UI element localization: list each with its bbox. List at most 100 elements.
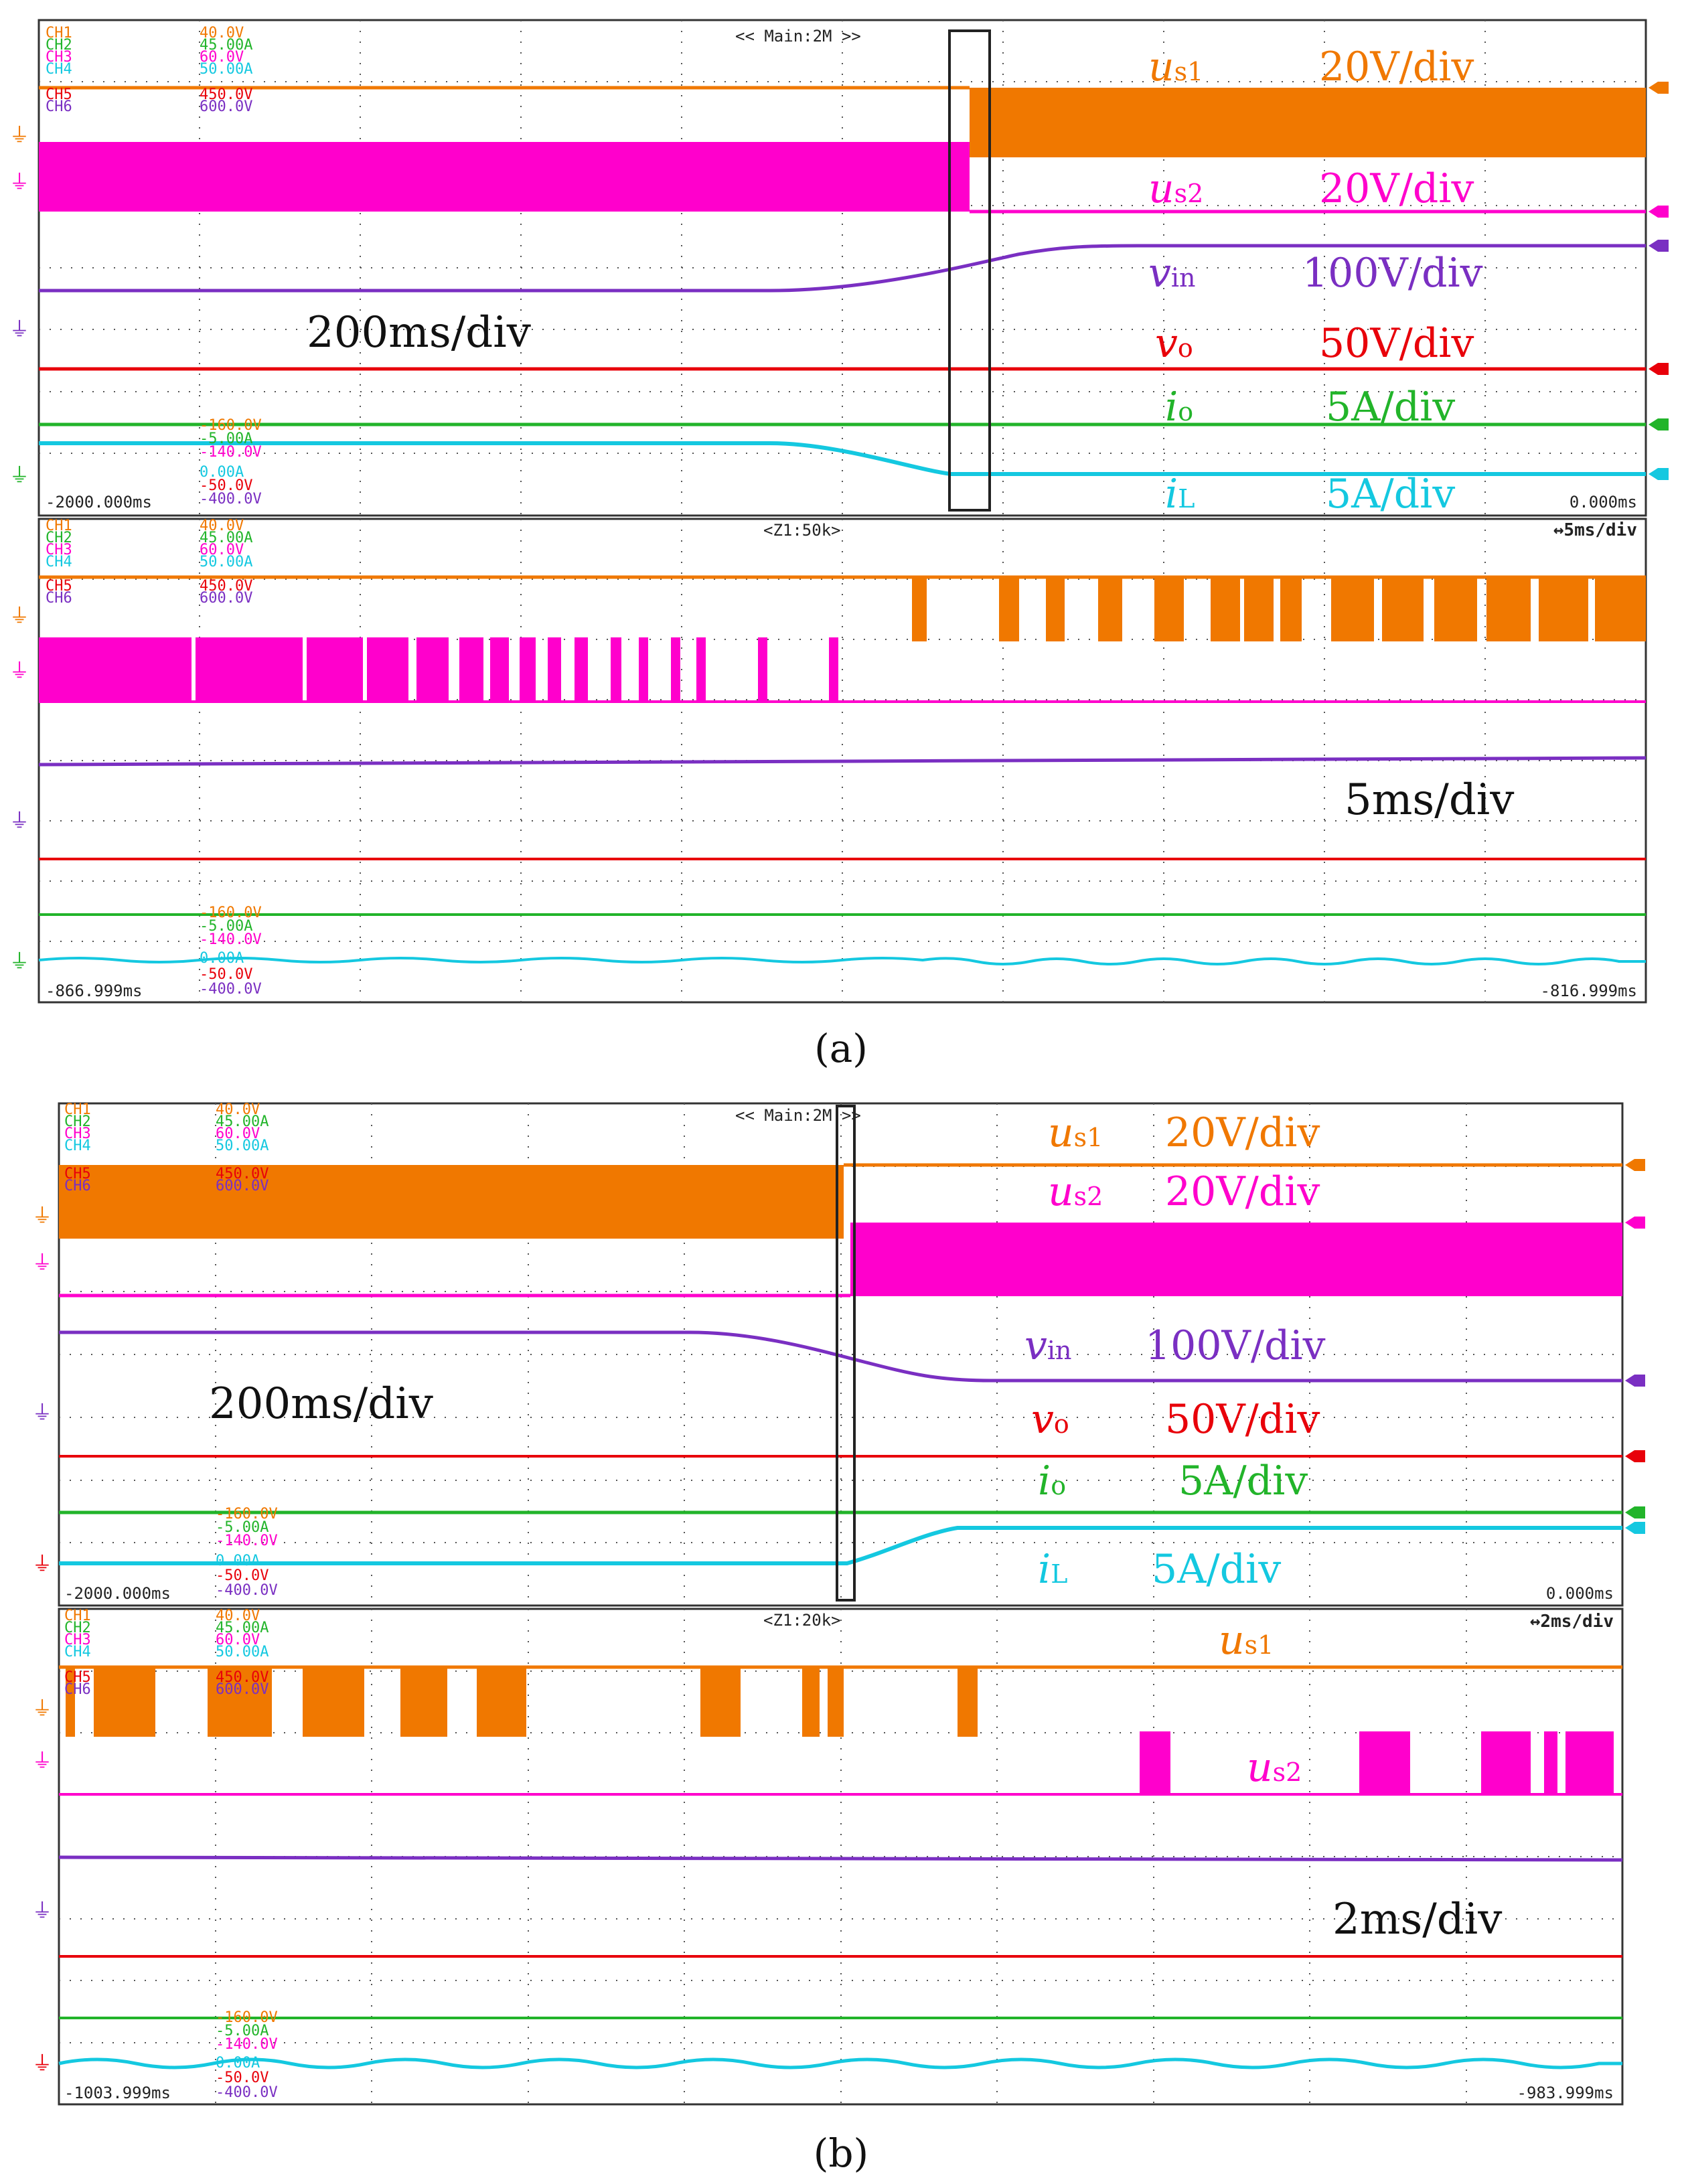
- ch2-scale: 45.00A: [216, 1620, 269, 1636]
- label-vin-sym: v: [1024, 1322, 1047, 1369]
- trace-vin: [38, 756, 1647, 767]
- us1-burst: [1098, 577, 1122, 641]
- us2-burst: [39, 637, 192, 702]
- ch3-offset: -140.0V: [200, 444, 262, 461]
- ch2-scale: 45.00A: [216, 1113, 269, 1130]
- label-us2: us2: [1148, 165, 1203, 212]
- trace-iL: [58, 2057, 1622, 2070]
- panel-a-main: CH1 CH2 CH3 CH4 CH5 CH6 40.0V 45.00A 60.…: [9, 19, 1669, 518]
- ch1-offset: -160.0V: [216, 2009, 278, 2026]
- trace-us2-band: [39, 142, 970, 212]
- panel-a-zoom: CH1 CH2 CH3 CH4 CH5 CH6 40.0V 45.00A 60.…: [9, 518, 1647, 1004]
- label-io-scale: 5A/div: [1178, 1458, 1308, 1504]
- ch5-offset: -50.0V: [216, 2070, 269, 2086]
- us2-burst: [1481, 1731, 1531, 1794]
- marker-ch3: ⏚: [32, 1251, 52, 1275]
- us2-burst: [548, 637, 561, 702]
- us2-burst: [196, 637, 303, 702]
- ch1-label: CH1: [64, 1608, 91, 1624]
- ch3-label: CH3: [46, 49, 72, 66]
- marker-right-io: [1649, 418, 1669, 431]
- marker-right-iL: [1625, 1522, 1645, 1534]
- ch5-label: CH5: [46, 578, 72, 595]
- channel-readout: CH1 CH2 CH3 CH4 CH5 CH6 40.0V 45.00A 60.…: [46, 518, 1637, 1000]
- marker-ch1: ⏚: [32, 1697, 52, 1721]
- us2-burst: [367, 637, 408, 702]
- ch5-scale: 450.0V: [200, 86, 252, 103]
- ch2-scale: 45.00A: [200, 530, 252, 546]
- window-header: <Z1:20k>: [763, 1611, 841, 1630]
- label-us1-sym: u: [1048, 1109, 1074, 1156]
- marker-right-vo: [1625, 1450, 1645, 1462]
- ch2-label: CH2: [46, 37, 72, 54]
- label-us1-sub: s1: [1074, 1123, 1103, 1152]
- ch6-label: CH6: [46, 590, 72, 607]
- us1-burst: [999, 577, 1019, 641]
- label-io-sub: o: [1178, 397, 1193, 426]
- label-us1-sub: s1: [1245, 1630, 1274, 1660]
- timebase-label: 2ms/div: [1332, 1895, 1502, 1944]
- ch4-label: CH4: [64, 1138, 91, 1154]
- time-right: 0.000ms: [1570, 493, 1637, 512]
- us2-burst: [671, 637, 680, 702]
- ch3-scale: 60.0V: [216, 1632, 260, 1648]
- label-io-scale: 5A/div: [1326, 384, 1455, 431]
- trace-vin: [59, 1330, 1622, 1383]
- ch3-scale: 60.0V: [200, 542, 244, 558]
- label-us2-sym: u: [1048, 1168, 1074, 1215]
- ch1-offset: -160.0V: [200, 905, 262, 921]
- time-left: -2000.000ms: [64, 1584, 171, 1603]
- label-vin-sym: v: [1148, 250, 1171, 297]
- channel-readout: CH1 CH2 CH3 CH4 CH5 CH6 40.0V 45.00A 60.…: [64, 1101, 1614, 1603]
- panel-b-zoom: CH1 CH2 CH3 CH4 CH5 CH6 40.0V 45.00A 60.…: [32, 1608, 1624, 2106]
- channel-markers-right: [1625, 1159, 1645, 1534]
- window-header: << Main:2M >>: [735, 27, 861, 46]
- caption-a: (a): [814, 1026, 868, 1071]
- marker-ch4: ⏚: [9, 464, 29, 487]
- label-us1-sym: u: [1219, 1617, 1245, 1664]
- us1-burst: [1280, 577, 1302, 641]
- label-vo-sub: o: [1054, 1409, 1069, 1439]
- us1-burst: [828, 1667, 844, 1737]
- zoom-window-marker: [836, 1105, 856, 1602]
- us1-burst: [1211, 577, 1240, 641]
- us1-burst: [700, 1667, 741, 1737]
- us1-burst: [1331, 577, 1374, 641]
- ch3-label: CH3: [64, 1632, 91, 1648]
- marker-ch3: ⏚: [9, 171, 29, 194]
- trace-vin: [39, 244, 1646, 293]
- marker-right-us2: [1625, 1217, 1645, 1229]
- ch5-scale: 450.0V: [216, 1166, 269, 1182]
- label-vo-sub: o: [1178, 333, 1193, 363]
- us1-burst: [1046, 577, 1065, 641]
- label-vin-scale: 100V/div: [1145, 1322, 1326, 1369]
- channel-markers-left: ⏚ ⏚ ⏚ ⏚: [32, 1204, 52, 1576]
- label-vo-scale: 50V/div: [1319, 320, 1474, 367]
- ch4-scale: 50.00A: [200, 554, 252, 570]
- label-iL-sub: L: [1178, 484, 1195, 514]
- marker-right-vo: [1649, 363, 1669, 375]
- ch2-label: CH2: [64, 1620, 91, 1636]
- ch6-label: CH6: [64, 1681, 91, 1698]
- us1-burst: [208, 1667, 272, 1737]
- ch1-scale: 40.0V: [216, 1101, 260, 1118]
- us2-burst: [696, 637, 706, 702]
- ch6-offset: -400.0V: [200, 981, 262, 998]
- channel-readout: CH1 CH2 CH3 CH4 CH5 CH6 40.0V 45.00A 60.…: [64, 1608, 1614, 2102]
- label-us1: us1: [1148, 44, 1203, 90]
- marker-right-vin: [1625, 1375, 1645, 1387]
- us2-burst: [1565, 1731, 1614, 1794]
- us1-burst: [1486, 577, 1531, 641]
- us2-burst: [307, 637, 363, 702]
- trace-labels: us1 20V/div us2 20V/div vin 100V/div vo …: [1024, 1109, 1326, 1593]
- ch3-offset: -140.0V: [216, 2036, 278, 2053]
- label-vin-sub: in: [1047, 1336, 1072, 1365]
- us2-burst: [490, 637, 509, 702]
- us2-burst: [1544, 1731, 1557, 1794]
- marker-ch6: ⏚: [9, 318, 29, 341]
- window-header: <Z1:50k>: [763, 521, 841, 540]
- zoom-window-marker: [948, 29, 991, 512]
- ch5-offset: -50.0V: [216, 1567, 269, 1584]
- ch5-scale: 450.0V: [216, 1669, 269, 1686]
- ch1-label: CH1: [46, 25, 72, 42]
